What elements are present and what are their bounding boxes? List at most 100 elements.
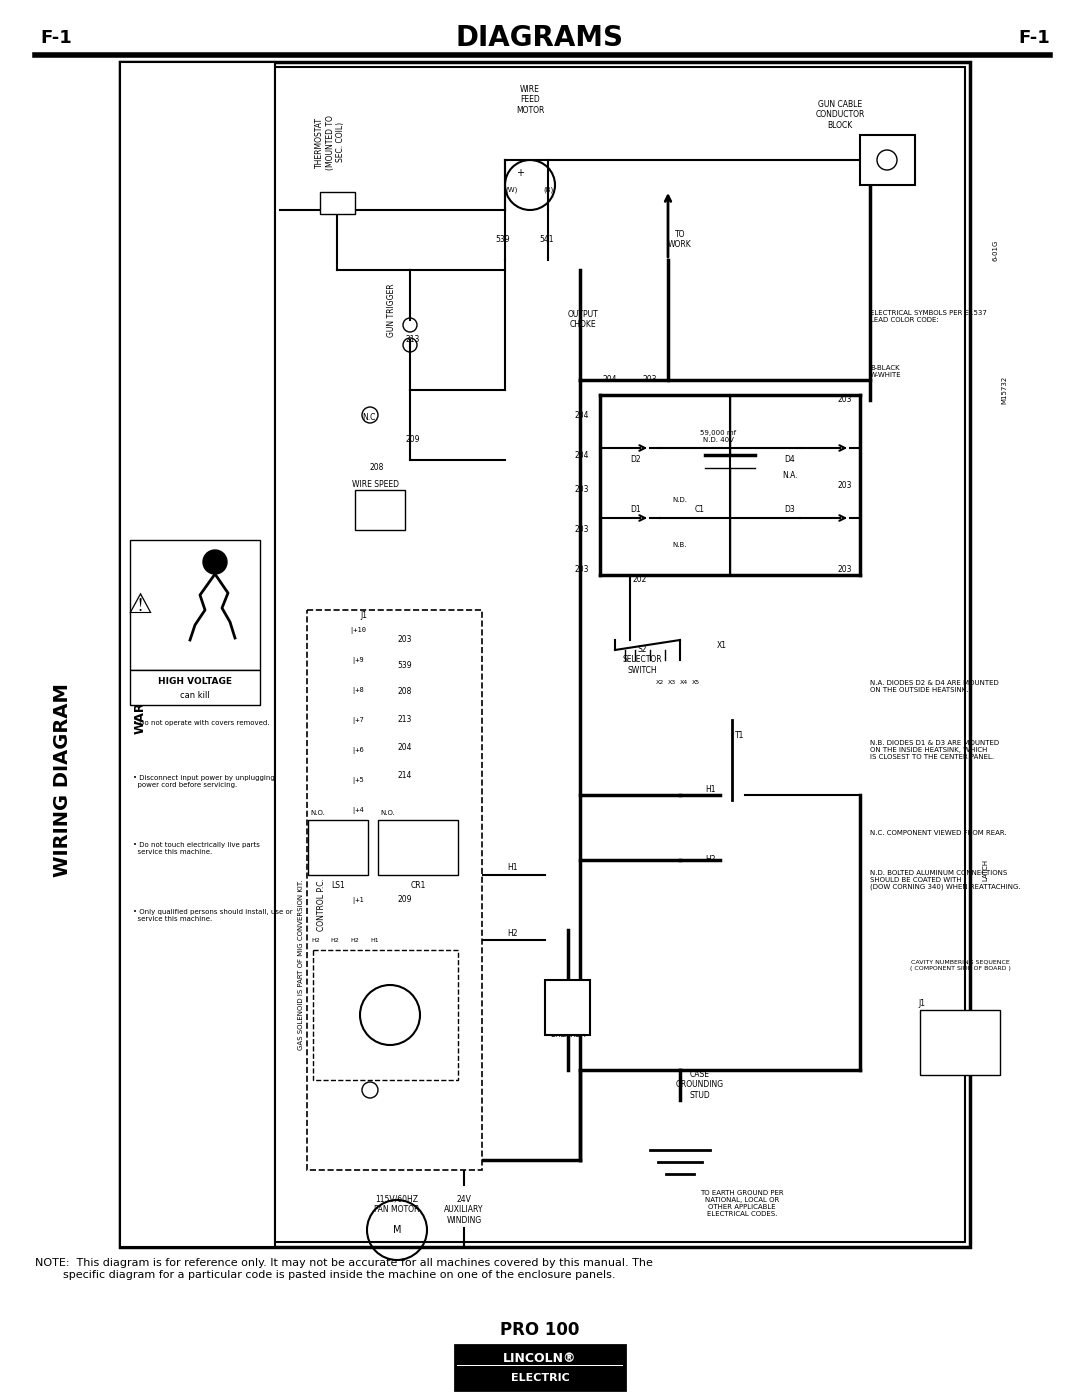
Text: 539: 539 — [496, 236, 511, 244]
Text: 204: 204 — [603, 376, 618, 384]
Text: WIRE
FEED
MOTOR: WIRE FEED MOTOR — [516, 85, 544, 115]
Text: |+2: |+2 — [352, 866, 364, 873]
Text: 59,000 mf
N.D. 40V: 59,000 mf N.D. 40V — [700, 430, 737, 443]
Text: 203: 203 — [397, 636, 413, 644]
Text: |+1: |+1 — [352, 897, 364, 904]
Text: N.D. BOLTED ALUMINUM CONNECTIONS
SHOULD BE COATED WITH
(DOW CORNING 340) WHEN RE: N.D. BOLTED ALUMINUM CONNECTIONS SHOULD … — [870, 870, 1021, 890]
Text: 202: 202 — [633, 576, 647, 584]
Text: T1: T1 — [735, 731, 745, 739]
Text: TO
WORK: TO WORK — [669, 231, 692, 250]
Text: 5: 5 — [986, 1024, 989, 1030]
Text: N.B.: N.B. — [673, 542, 687, 548]
Text: S2
SELECTOR
SWITCH: S2 SELECTOR SWITCH — [622, 645, 662, 675]
Text: |+6: |+6 — [352, 746, 364, 753]
Bar — [455, 1345, 625, 1390]
Text: 6-01G: 6-01G — [993, 239, 998, 261]
Text: 209: 209 — [397, 895, 413, 904]
Text: CR1: CR1 — [410, 880, 426, 890]
Bar — [307, 610, 482, 1171]
Text: X5: X5 — [692, 679, 700, 685]
Text: TO EARTH GROUND PER
NATIONAL, LOCAL OR
OTHER APPLICABLE
ELECTRICAL CODES.: TO EARTH GROUND PER NATIONAL, LOCAL OR O… — [700, 1190, 784, 1217]
Text: H1: H1 — [507, 863, 517, 873]
Text: 203: 203 — [575, 566, 590, 574]
Text: |+10: |+10 — [350, 626, 366, 633]
Text: WARNING: WARNING — [134, 666, 147, 733]
Text: N.A.: N.A. — [782, 471, 798, 479]
Text: H2: H2 — [351, 937, 360, 943]
Text: J1: J1 — [360, 610, 367, 619]
Text: can kill: can kill — [180, 690, 210, 700]
Text: N.O.: N.O. — [310, 810, 325, 816]
Bar — [860, 136, 915, 184]
Text: F1: F1 — [346, 1161, 354, 1169]
Text: GUN TRIGGER: GUN TRIGGER — [388, 284, 396, 337]
Text: M: M — [393, 1225, 402, 1235]
Text: |+8: |+8 — [352, 686, 364, 693]
Text: THERMOSTAT
(MOUNTED TO
SEC. COIL): THERMOSTAT (MOUNTED TO SEC. COIL) — [315, 115, 345, 170]
Text: ⚠: ⚠ — [127, 591, 152, 619]
Text: 541: 541 — [397, 823, 413, 833]
Text: 115V/60HZ
GAS
SOLENOID: 115V/60HZ GAS SOLENOID — [401, 1010, 444, 1039]
Text: N.C.: N.C. — [362, 414, 378, 422]
Text: 214: 214 — [459, 1146, 473, 1154]
Text: (B): (B) — [543, 187, 553, 193]
Text: S1
ON-OFF
SWITCH: S1 ON-OFF SWITCH — [325, 1140, 355, 1169]
Text: H2: H2 — [705, 855, 715, 865]
Text: 203: 203 — [575, 486, 590, 495]
Bar — [308, 820, 368, 875]
Text: N.O.: N.O. — [380, 810, 395, 816]
Text: LINCOLN®: LINCOLN® — [503, 1351, 577, 1365]
Text: CONTROL P.C. BOARD: CONTROL P.C. BOARD — [318, 849, 326, 932]
Text: N.D.: N.D. — [673, 497, 688, 503]
Text: |+5: |+5 — [352, 777, 364, 784]
Text: D3: D3 — [785, 506, 795, 514]
Text: |+4: |+4 — [352, 806, 364, 813]
Text: WIRING DIAGRAM: WIRING DIAGRAM — [53, 683, 71, 877]
Text: H2: H2 — [330, 937, 339, 943]
Text: 203: 203 — [838, 566, 852, 574]
Text: |+7: |+7 — [352, 717, 364, 724]
Text: 539: 539 — [397, 661, 413, 669]
Bar — [545, 981, 590, 1035]
Text: 213: 213 — [406, 335, 420, 345]
Text: 115V/60HZ
FAN MOTOR: 115V/60HZ FAN MOTOR — [375, 1194, 420, 1214]
Text: D4: D4 — [785, 455, 795, 464]
Text: X3: X3 — [667, 679, 676, 685]
Bar — [130, 541, 260, 671]
Text: 209: 209 — [406, 436, 420, 444]
Text: 214: 214 — [397, 771, 413, 780]
Text: 7: 7 — [944, 1052, 948, 1058]
Text: GAS
SOL.: GAS SOL. — [383, 1010, 396, 1020]
Text: • Do not touch electrically live parts
  service this machine.: • Do not touch electrically live parts s… — [133, 842, 260, 855]
Text: CIRCUIT
BREAKER: CIRCUIT BREAKER — [550, 1020, 585, 1039]
Text: • Only qualified persons should install, use or
  service this machine.: • Only qualified persons should install,… — [133, 909, 293, 922]
Text: 204: 204 — [575, 411, 590, 419]
Text: C1: C1 — [696, 506, 705, 514]
Text: 3: 3 — [958, 1024, 962, 1030]
Text: LATCH: LATCH — [982, 859, 988, 882]
Text: M15732: M15732 — [1001, 376, 1007, 404]
Text: 208: 208 — [397, 687, 413, 697]
Text: 6: 6 — [930, 1052, 934, 1058]
Text: H1: H1 — [370, 937, 379, 943]
Text: 24V
AUXILIARY
WINDING: 24V AUXILIARY WINDING — [444, 1194, 484, 1225]
Text: F-1: F-1 — [40, 29, 71, 47]
Text: N.A. DIODES D2 & D4 ARE MOUNTED
ON THE OUTSIDE HEATSINK.: N.A. DIODES D2 & D4 ARE MOUNTED ON THE O… — [870, 680, 999, 693]
Text: (W): (W) — [505, 187, 518, 193]
Text: 10: 10 — [985, 1052, 991, 1058]
Text: N.C.: N.C. — [361, 1087, 375, 1092]
Bar — [130, 671, 260, 705]
Text: 208: 208 — [369, 462, 384, 472]
Text: +: + — [516, 168, 524, 177]
Text: 9: 9 — [972, 1052, 975, 1058]
Text: 203: 203 — [575, 525, 590, 535]
Text: • Do not operate with covers removed.: • Do not operate with covers removed. — [133, 719, 270, 726]
Text: B-BLACK
W-WHITE: B-BLACK W-WHITE — [870, 365, 902, 379]
Text: 203: 203 — [838, 481, 852, 489]
Bar — [120, 61, 275, 1248]
Text: 204: 204 — [575, 450, 590, 460]
Text: NOTE:  This diagram is for reference only. It may not be accurate for all machin: NOTE: This diagram is for reference only… — [35, 1259, 653, 1280]
Text: CASE
GROUNDING
STUD: CASE GROUNDING STUD — [676, 1070, 724, 1099]
Bar — [275, 67, 966, 1242]
Text: LS1: LS1 — [332, 880, 345, 890]
